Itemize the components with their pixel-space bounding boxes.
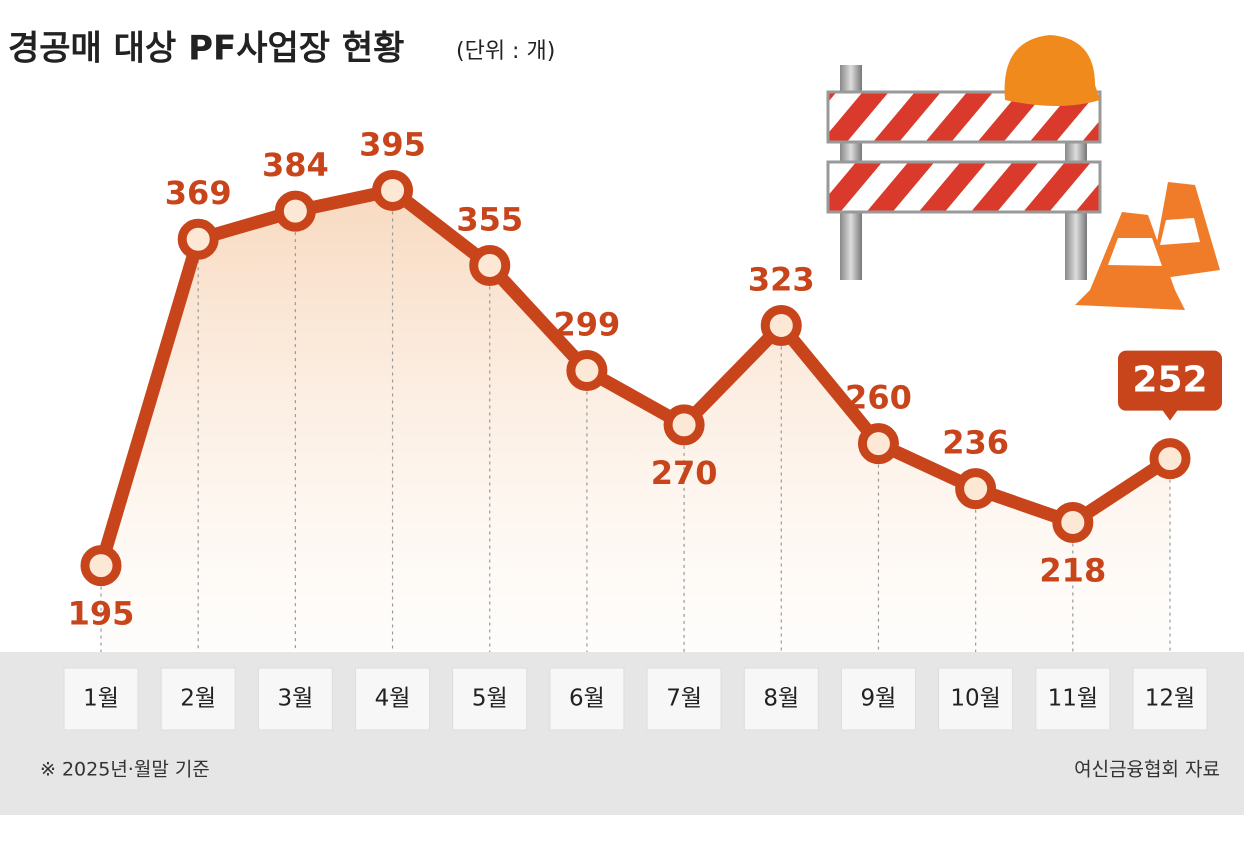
cone (1150, 182, 1220, 280)
x-tick-label: 6월 (569, 686, 605, 712)
x-tick-label: 4월 (375, 686, 411, 712)
value-label: 195 (68, 595, 135, 633)
x-tick-label: 7월 (666, 686, 702, 712)
category-box (549, 667, 625, 731)
chart-subtitle: (단위 : 개) (456, 39, 555, 64)
source: 여신금융협회 자료 (1074, 759, 1220, 781)
x-tick-label: 9월 (861, 686, 897, 712)
highlight-box (1118, 350, 1222, 411)
point (1149, 438, 1191, 480)
point (760, 304, 802, 346)
value-label: 355 (456, 200, 523, 238)
category-box (938, 667, 1014, 731)
highlight-pointer (1162, 409, 1178, 421)
category-box (1035, 667, 1111, 731)
value-label: 218 (1039, 551, 1106, 589)
area (101, 190, 1170, 650)
category-box (257, 667, 333, 731)
point (469, 244, 511, 286)
value-label: 260 (845, 379, 912, 417)
value-label: 270 (651, 454, 718, 492)
value-label: 323 (748, 260, 815, 298)
value-label: 369 (165, 174, 232, 212)
point (955, 468, 997, 510)
point (663, 404, 705, 446)
category-box (646, 667, 722, 731)
point (857, 423, 899, 465)
footnote: ※ 2025년·월말 기준 (40, 759, 210, 781)
chart-title: 경공매 대상 PF사업장 현황 (8, 29, 404, 69)
point (566, 350, 608, 392)
value-label: 299 (554, 306, 621, 344)
category-box (452, 667, 528, 731)
cone (1075, 212, 1185, 310)
point (372, 169, 414, 211)
category-box (63, 667, 139, 731)
point (1052, 501, 1094, 543)
category-box (840, 667, 916, 731)
x-tick-label: 8월 (763, 686, 799, 712)
point (80, 545, 122, 587)
category-box (743, 667, 819, 731)
barricade-illustration (826, 35, 1220, 310)
category-box (1132, 667, 1208, 731)
value-label: 384 (262, 146, 329, 184)
category-box (160, 667, 236, 731)
x-tick-label: 11월 (1048, 686, 1098, 712)
point (177, 218, 219, 260)
value-label: 395 (359, 125, 426, 163)
x-tick-label: 5월 (472, 686, 508, 712)
value-label: 236 (942, 424, 1009, 462)
x-tick-label: 1월 (83, 686, 119, 712)
value-label: 252 (1132, 360, 1207, 401)
point (274, 190, 316, 232)
x-tick-label: 12월 (1145, 686, 1195, 712)
x-tick-label: 2월 (180, 686, 216, 712)
category-box (355, 667, 431, 731)
x-tick-label: 3월 (277, 686, 313, 712)
x-tick-label: 10월 (950, 686, 1000, 712)
